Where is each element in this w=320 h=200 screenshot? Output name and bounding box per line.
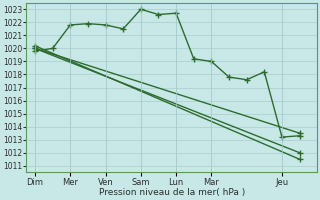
X-axis label: Pression niveau de la mer( hPa ): Pression niveau de la mer( hPa ) (99, 188, 245, 197)
